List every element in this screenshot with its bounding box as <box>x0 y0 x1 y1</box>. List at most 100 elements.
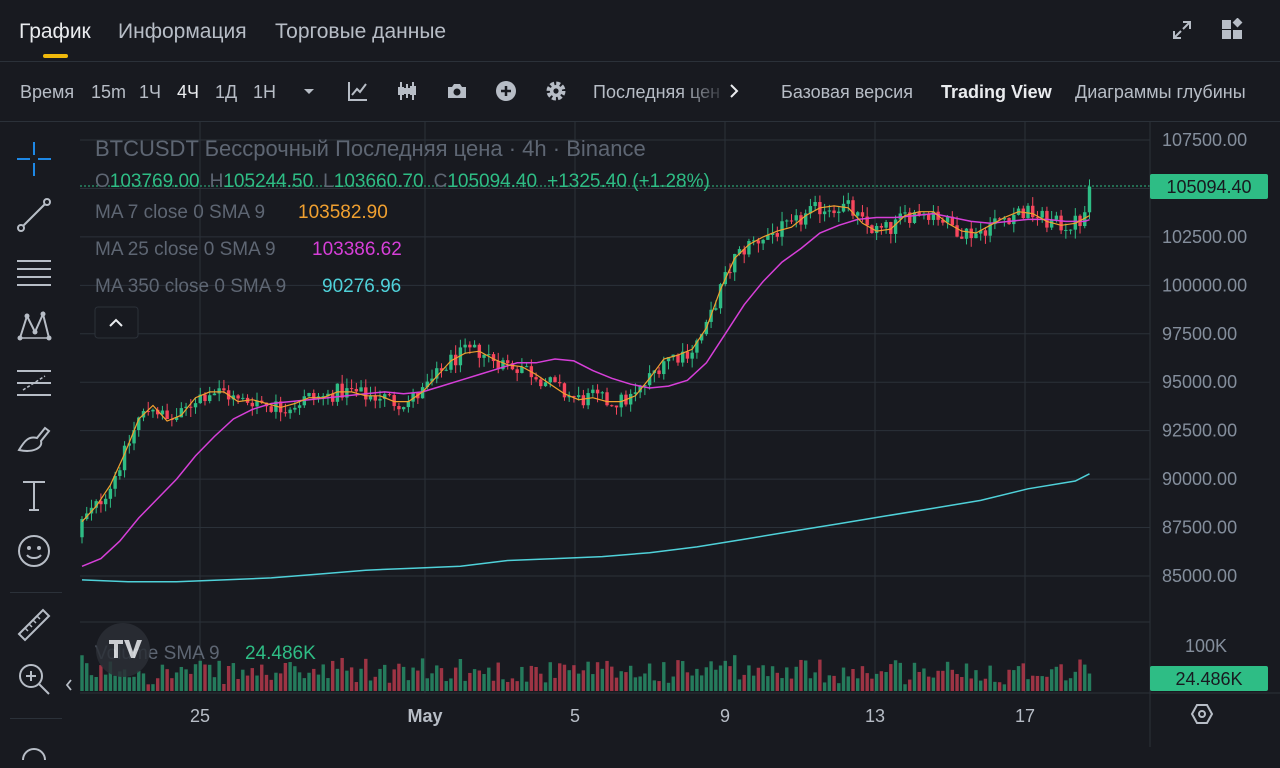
hexagon-settings-icon <box>1190 704 1214 724</box>
volume-bar <box>193 664 198 691</box>
volume-bar <box>898 662 902 691</box>
volume-bar <box>681 661 685 691</box>
candle-type-icon[interactable] <box>395 79 419 103</box>
volume-bar <box>558 663 562 691</box>
candle <box>1059 209 1063 235</box>
candle <box>619 392 623 417</box>
volume-bar <box>170 678 174 691</box>
interval-15m[interactable]: 15m <box>91 82 127 102</box>
candle <box>146 401 150 416</box>
emoji-icon[interactable] <box>15 532 53 570</box>
volume-bar <box>501 679 505 691</box>
indicators-icon[interactable] <box>346 79 370 103</box>
gear-icon[interactable] <box>544 79 568 103</box>
zoom-in-icon[interactable] <box>15 660 53 698</box>
view-basic[interactable]: Базовая версия <box>781 82 913 102</box>
volume-bar <box>137 670 141 691</box>
candle <box>903 205 907 223</box>
chart-area[interactable]: BTCUSDT Бессрочный Последняя цена · 4h ·… <box>80 122 1280 747</box>
volume-bar <box>345 670 349 691</box>
add-icon[interactable] <box>494 79 518 103</box>
volume-bar <box>496 662 500 691</box>
candle <box>766 228 770 240</box>
brush-icon[interactable] <box>15 420 53 458</box>
volume-bar <box>614 677 619 691</box>
view-depth[interactable]: Диаграммы глубины <box>1075 82 1246 102</box>
interval-1w[interactable]: 1Н <box>253 82 277 102</box>
candle <box>165 403 169 420</box>
view-trading-view[interactable]: Trading View <box>941 82 1052 102</box>
interval-dropdown-icon[interactable] <box>297 79 321 103</box>
candle <box>103 494 108 512</box>
fibonacci-icon[interactable] <box>15 364 53 402</box>
candle <box>813 195 817 211</box>
camera-icon[interactable] <box>445 79 469 103</box>
volume-bar <box>321 664 325 691</box>
time-tick-label: May <box>407 706 442 726</box>
volume-bar <box>818 659 822 691</box>
crosshair-icon[interactable] <box>15 140 53 178</box>
tab-trading-data[interactable]: Торговые данные <box>275 20 447 43</box>
candle <box>241 393 245 402</box>
volume-bar <box>751 675 756 691</box>
volume-bar <box>103 674 108 691</box>
ma7-legend-label: MA 7 close 0 SMA 9 <box>95 202 265 223</box>
candle <box>1031 197 1035 222</box>
volume-bar <box>960 677 964 691</box>
volume-bar <box>368 680 373 691</box>
trend-line-icon[interactable] <box>15 196 53 234</box>
chart-settings-button[interactable] <box>1190 704 1214 724</box>
horizontal-lines-icon[interactable] <box>15 252 53 290</box>
collapse-legend-button[interactable] <box>94 306 139 339</box>
volume-bar <box>548 662 552 691</box>
time-label: Время <box>20 82 75 102</box>
text-tool-icon[interactable] <box>15 476 53 514</box>
candle <box>378 390 382 409</box>
volume-bar <box>269 679 273 691</box>
magnet-icon[interactable] <box>15 730 53 768</box>
interval-1d[interactable]: 1Д <box>215 82 238 102</box>
volume-bar <box>208 664 212 691</box>
candle <box>785 219 789 228</box>
candle <box>931 205 936 226</box>
expand-icon[interactable] <box>1170 18 1194 42</box>
candle <box>99 493 103 513</box>
volume-bar <box>401 666 406 691</box>
interval-4h[interactable]: 4Ч <box>177 82 200 102</box>
volume-bar <box>80 655 84 691</box>
ma25-legend-value: 103386.62 <box>312 239 402 260</box>
volume-bar <box>534 666 538 691</box>
volume-bar <box>595 662 600 691</box>
volume-bar <box>704 667 709 691</box>
volume-bar <box>165 669 169 691</box>
volume-bar <box>226 665 231 691</box>
ruler-icon[interactable] <box>15 606 53 644</box>
volume-bar <box>349 667 354 691</box>
collapse-toolbar-icon[interactable] <box>64 678 74 692</box>
candle <box>278 396 283 422</box>
volume-bar <box>1021 663 1025 691</box>
tab-chart[interactable]: График <box>19 20 91 43</box>
volume-bar <box>288 662 292 691</box>
volume-bar <box>945 661 950 691</box>
ohlc-row: O103769.00 H105244.50 L103660.70 C105094.40… <box>95 171 710 192</box>
volume-bar <box>444 681 448 691</box>
volume-bar <box>837 683 841 691</box>
price-tick-label: 90000.00 <box>1162 469 1237 489</box>
ma350-line <box>81 473 1090 583</box>
tab-info[interactable]: Информация <box>118 20 247 43</box>
interval-1h[interactable]: 1Ч <box>139 82 162 102</box>
volume-bar <box>387 682 392 691</box>
price-chart[interactable]: BTCUSDT Бессрочный Последняя цена · 4h ·… <box>80 122 1280 747</box>
volume-bar <box>1045 676 1049 691</box>
volume-bar <box>439 668 444 691</box>
active-tab-indicator <box>43 54 68 58</box>
layout-grid-icon[interactable] <box>1220 18 1244 42</box>
volume-bar <box>307 672 311 691</box>
volume-bar <box>520 666 524 691</box>
chevron-right-icon[interactable] <box>722 79 746 103</box>
volume-bar <box>241 669 245 691</box>
volume-bar <box>108 661 113 691</box>
pattern-icon[interactable] <box>15 308 53 346</box>
ma350-legend-value: 90276.96 <box>322 276 401 297</box>
